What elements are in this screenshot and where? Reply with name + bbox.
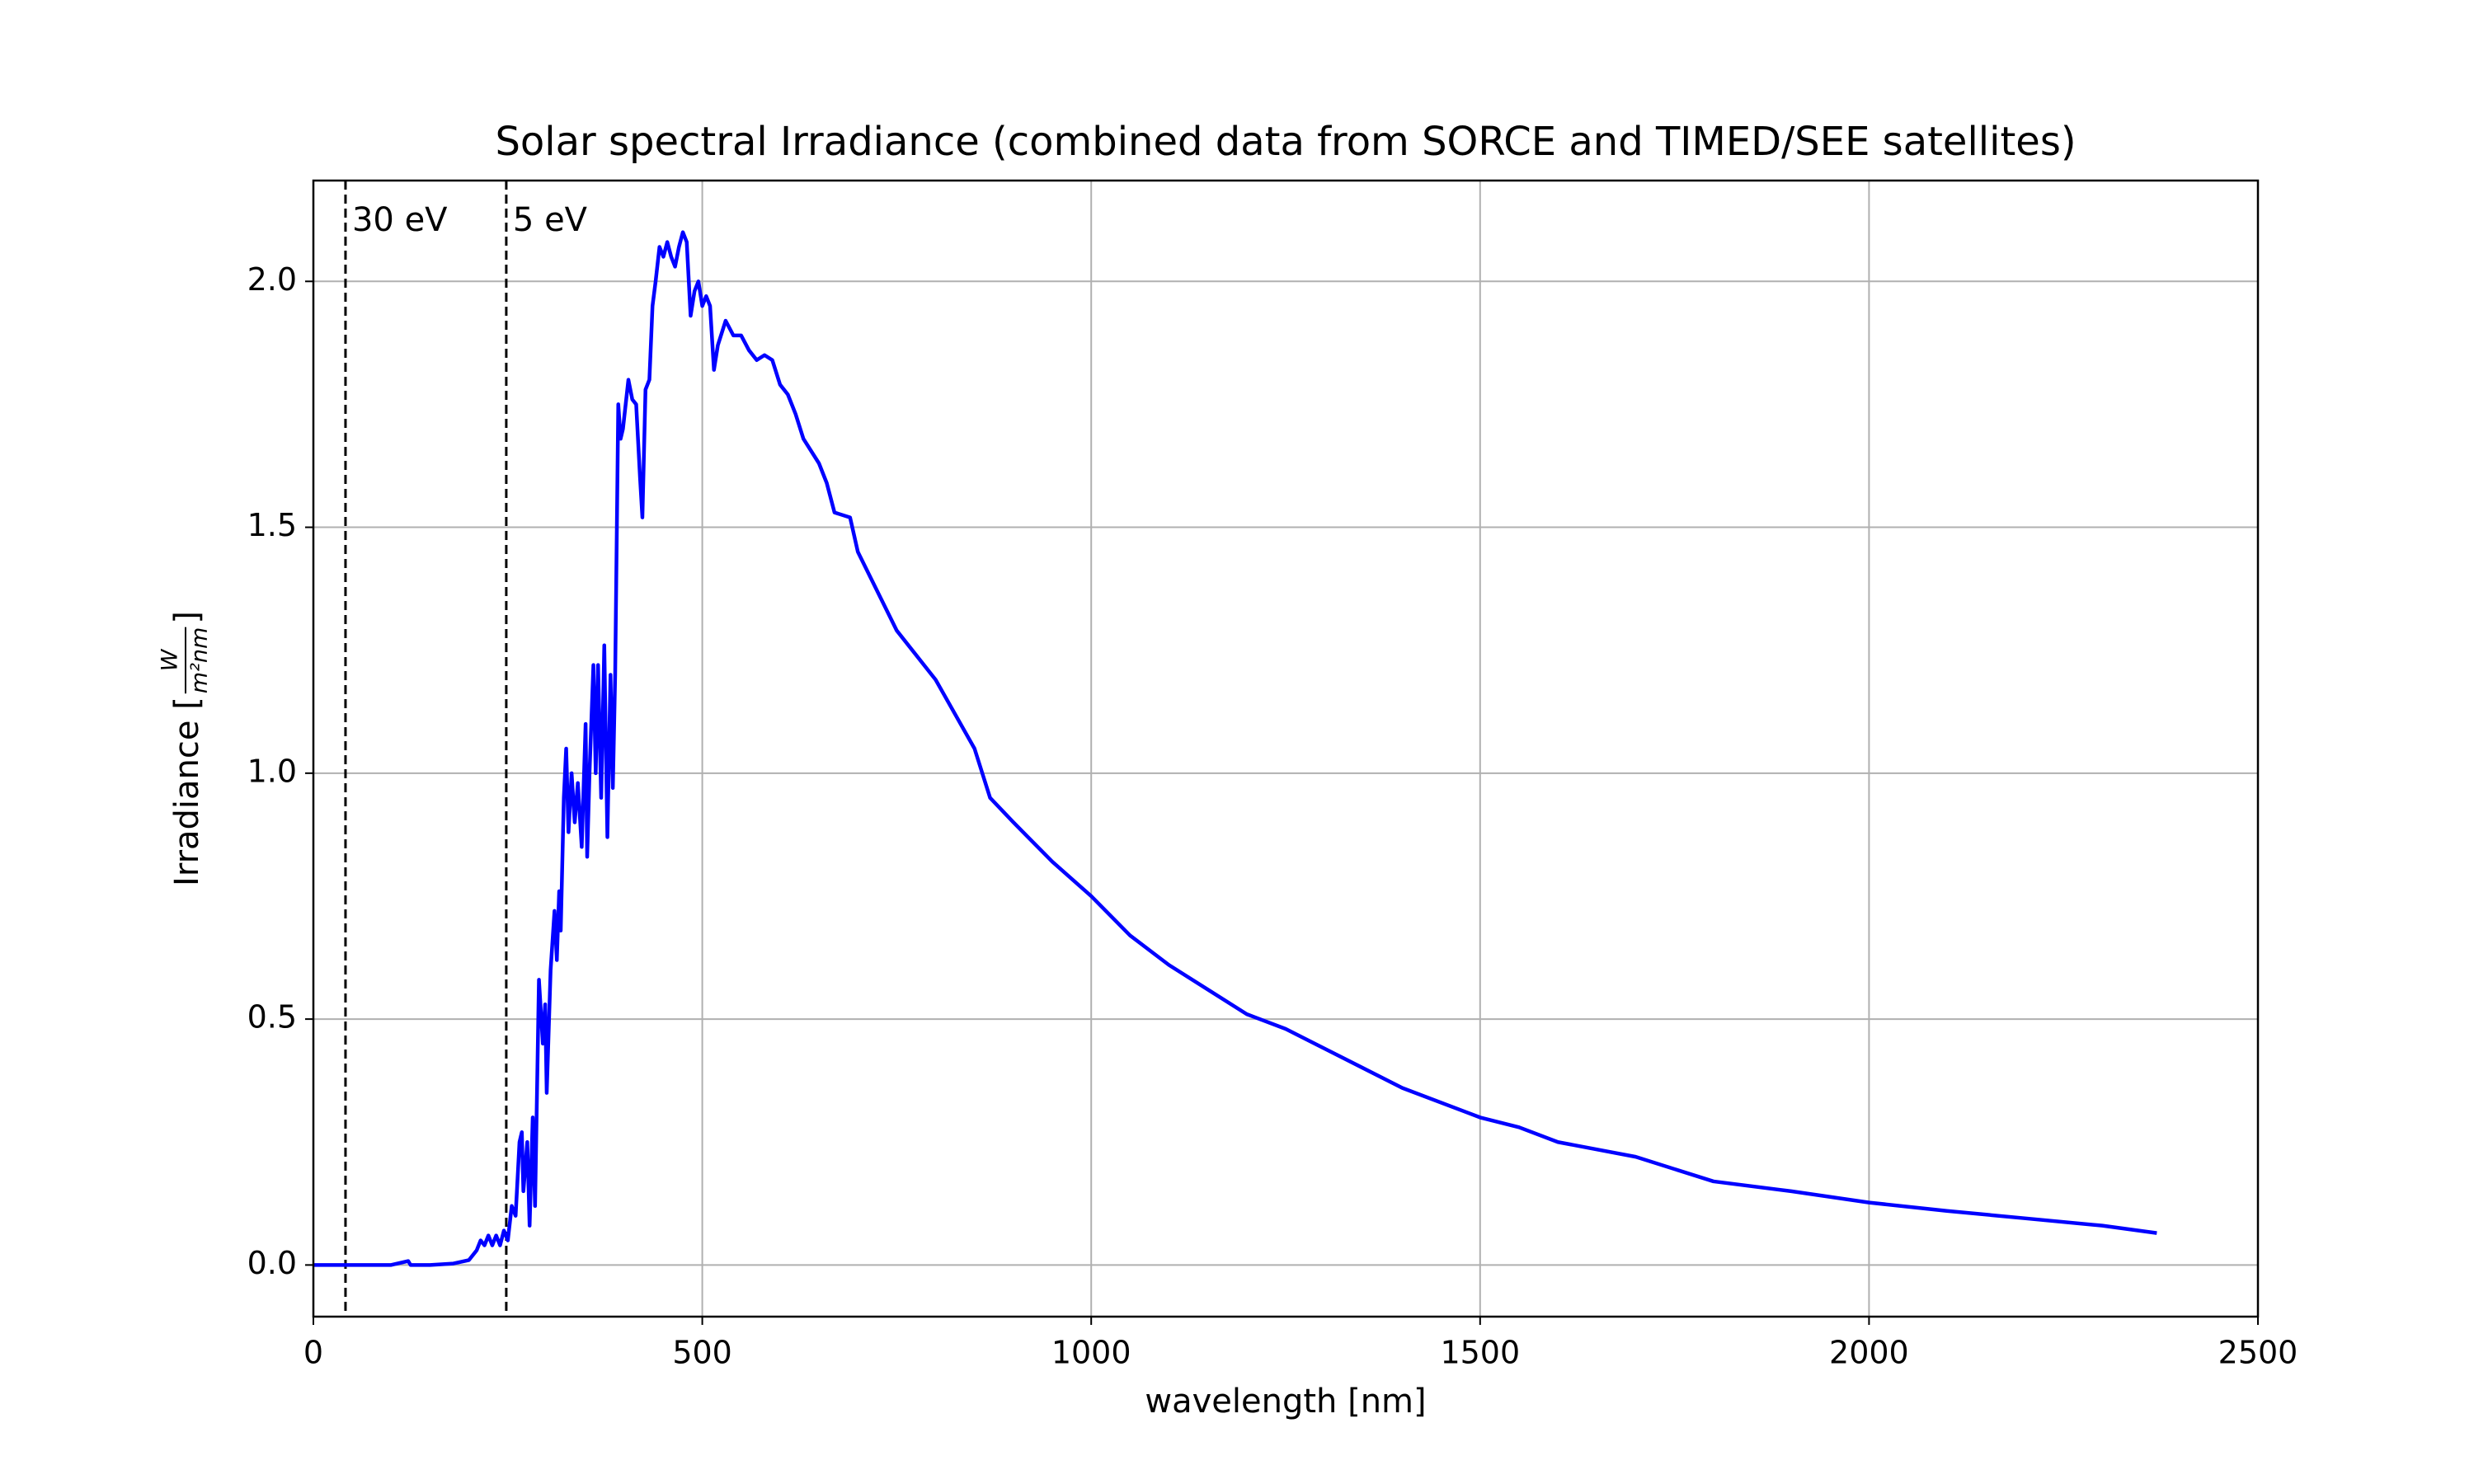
x-tick-label: 2500: [2218, 1335, 2298, 1371]
chart-title: Solar spectral Irradiance (combined data…: [495, 119, 2076, 165]
x-tick-label: 500: [672, 1335, 732, 1371]
y-axis-label-end: ]: [168, 611, 206, 624]
reference-label: 5 eV: [513, 201, 588, 239]
y-unit-denominator: m²nm: [187, 627, 213, 694]
x-tick-label: 1500: [1440, 1335, 1520, 1371]
y-unit-numerator: W: [158, 648, 183, 671]
x-tick-label: 0: [303, 1335, 323, 1371]
x-axis-label: wavelength [nm]: [1145, 1383, 1426, 1421]
y-tick-label: 0.0: [247, 1245, 297, 1281]
y-tick-label: 1.5: [247, 507, 297, 543]
x-tick-label: 1000: [1051, 1335, 1131, 1371]
plot-frame: [312, 179, 2260, 1318]
y-tick-label: 2.0: [247, 261, 297, 298]
x-tick-label: 2000: [1829, 1335, 1909, 1371]
y-tick-label: 1.0: [247, 753, 297, 789]
y-axis-label-text: Irradiance [: [168, 697, 206, 886]
series-line: [313, 230, 2157, 1267]
reference-label: 30 eV: [352, 201, 448, 239]
y-tick-label: 0.5: [247, 999, 297, 1036]
y-axis-label: Irradiance [ W m²nm ]: [158, 611, 213, 886]
